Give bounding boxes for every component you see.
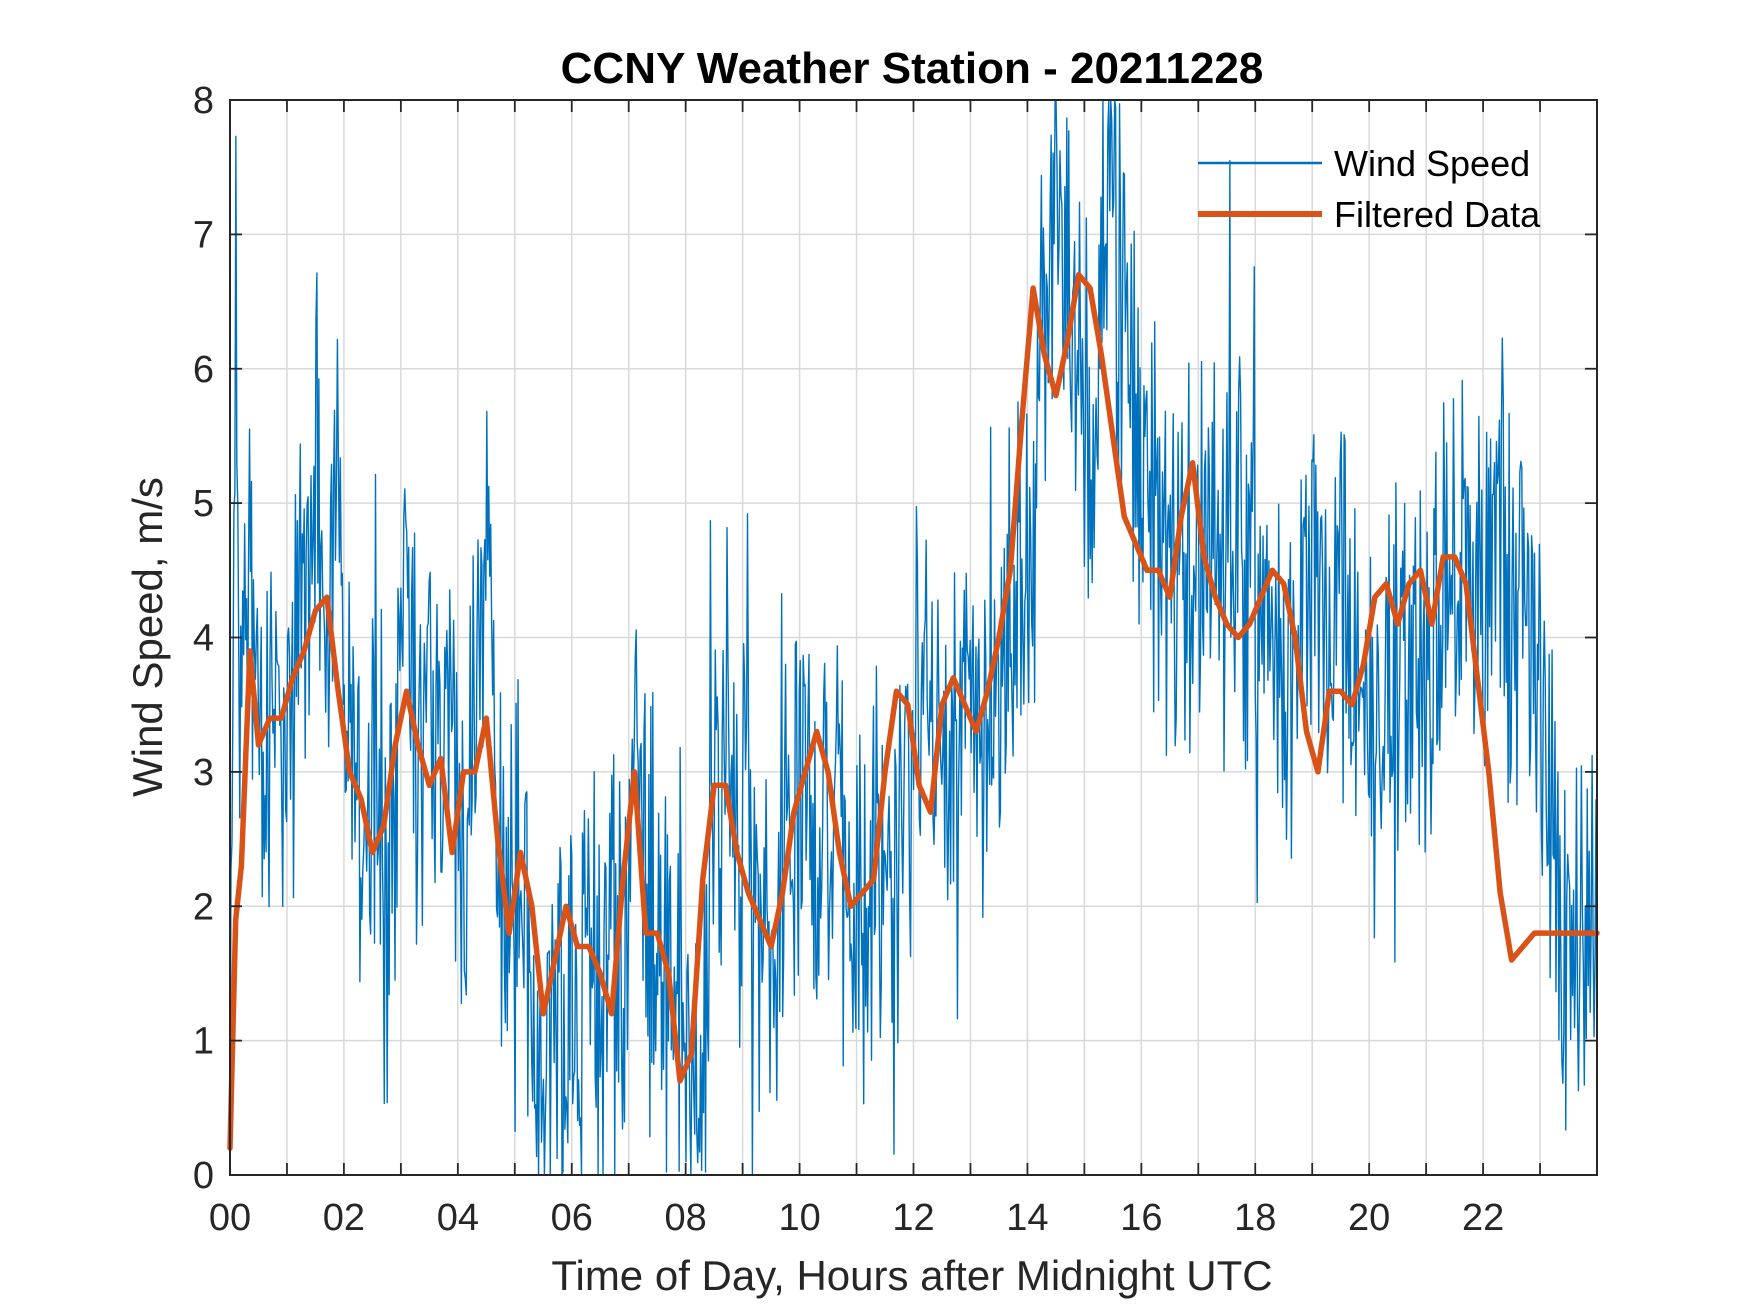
x-tick-label: 10 xyxy=(778,1197,820,1239)
x-tick-label: 14 xyxy=(1006,1197,1048,1239)
y-tick-label: 1 xyxy=(193,1021,214,1063)
legend-wind-speed-label: Wind Speed xyxy=(1334,143,1530,184)
x-tick-label: 06 xyxy=(551,1197,593,1239)
y-tick-label: 5 xyxy=(193,483,214,525)
grid-layer xyxy=(230,100,1597,1175)
series-layer xyxy=(227,99,1600,1176)
y-tick-label: 7 xyxy=(193,214,214,256)
x-tick-label: 08 xyxy=(665,1197,707,1239)
x-tick-label: 00 xyxy=(209,1197,251,1239)
y-tick-label: 8 xyxy=(193,80,214,122)
chart-title: CCNY Weather Station - 20211228 xyxy=(561,44,1264,93)
x-tick-label: 22 xyxy=(1462,1197,1504,1239)
y-tick-labels: 0 1 2 3 4 5 6 7 8 xyxy=(193,80,214,1197)
y-axis-label: Wind Speed, m/s xyxy=(124,477,171,797)
plot-frame xyxy=(229,99,1598,1176)
y-tick-label: 6 xyxy=(193,349,214,391)
tick-layer xyxy=(230,99,1597,1176)
y-tick-label: 2 xyxy=(193,886,214,928)
legend-filtered-data-label: Filtered Data xyxy=(1334,194,1541,235)
x-tick-label: 18 xyxy=(1234,1197,1276,1239)
x-tick-labels: 00 02 04 06 08 10 12 14 16 18 20 22 xyxy=(209,1197,1504,1239)
y-tick-label: 3 xyxy=(193,752,214,794)
x-axis-label: Time of Day, Hours after Midnight UTC xyxy=(551,1252,1272,1299)
legend: Wind Speed Filtered Data xyxy=(1198,143,1541,235)
filtered-data-series-line xyxy=(227,271,1600,1151)
plot-area xyxy=(227,99,1600,1176)
x-tick-label: 12 xyxy=(892,1197,934,1239)
x-tick-label: 02 xyxy=(323,1197,365,1239)
x-tick-label: 16 xyxy=(1120,1197,1162,1239)
x-tick-label: 04 xyxy=(437,1197,479,1239)
y-tick-label: 4 xyxy=(193,618,214,660)
x-tick-label: 20 xyxy=(1348,1197,1390,1239)
y-tick-label: 0 xyxy=(193,1155,214,1197)
